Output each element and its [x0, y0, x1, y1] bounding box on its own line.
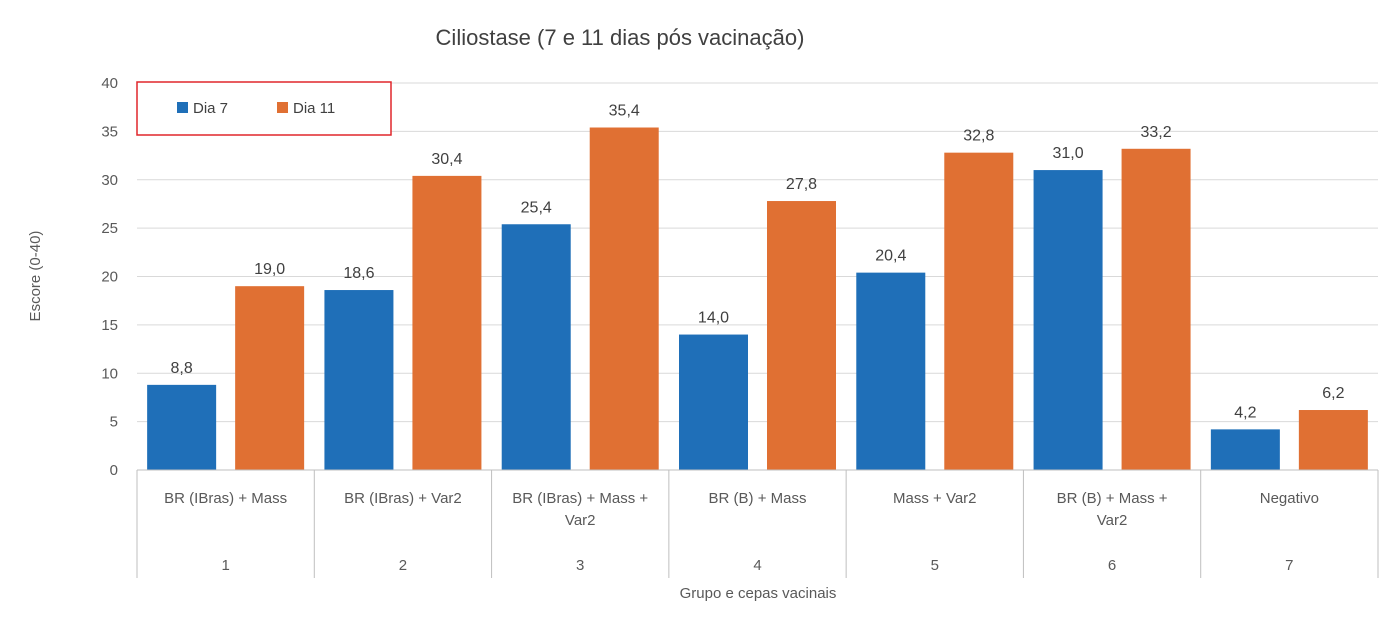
- group-number-label: 7: [1285, 557, 1293, 574]
- bar-dia-7: [679, 334, 748, 470]
- bar-dia-11: [589, 127, 659, 470]
- y-tick-label: 25: [101, 220, 118, 237]
- y-tick-label: 10: [101, 365, 118, 382]
- data-labels: 8,8 18,6 25,4 14,0 20,4 31,0 4,2 19,0 30,4 35,4 27…: [171, 103, 1345, 422]
- group-number-label: 4: [753, 557, 761, 574]
- y-tick-label: 15: [101, 317, 118, 334]
- legend: Dia 7 Dia 11: [136, 81, 392, 136]
- category-label: Var2: [1097, 512, 1128, 529]
- y-axis-title: Escore (0-40): [27, 231, 44, 322]
- group-number-label: 3: [576, 557, 584, 574]
- bar-dia-11: [944, 152, 1014, 470]
- category-label: Negativo: [1260, 490, 1319, 507]
- category-label: BR (IBras) + Mass +: [512, 490, 648, 507]
- bar-dia-11: [1121, 148, 1191, 471]
- data-label: 35,4: [609, 103, 640, 120]
- y-tick-label: 40: [101, 75, 118, 92]
- data-label: 6,2: [1322, 385, 1344, 402]
- x-axis-title: Grupo e cepas vacinais: [680, 585, 837, 602]
- data-label: 27,8: [786, 176, 817, 193]
- legend-label: Dia 7: [193, 100, 228, 117]
- y-tick-label: 20: [101, 269, 118, 286]
- data-label: 14,0: [698, 310, 729, 327]
- category-label: BR (IBras) + Mass: [164, 490, 287, 507]
- y-tick-label: 30: [101, 172, 118, 189]
- y-tick-label: 0: [110, 462, 118, 479]
- bar-dia-11: [235, 286, 305, 470]
- legend-label: Dia 11: [293, 100, 335, 117]
- y-tick-label: 5: [110, 414, 118, 431]
- data-label: 32,8: [963, 128, 994, 145]
- category-label: BR (B) + Mass +: [1057, 490, 1168, 507]
- category-label: BR (B) + Mass: [709, 490, 807, 507]
- category-label: Var2: [565, 512, 596, 529]
- data-label: 18,6: [343, 265, 374, 282]
- y-axis-ticks: 0 5 10 15 20 25 30 35 40: [101, 75, 118, 479]
- data-label: 4,2: [1234, 404, 1256, 421]
- bar-dia-7: [147, 384, 217, 470]
- bar-dia-11: [412, 175, 482, 470]
- bar-dia-7: [501, 224, 571, 470]
- chart-title: Ciliostase (7 e 11 dias pós vacinação): [436, 25, 805, 50]
- legend-box: [136, 81, 392, 136]
- category-label: BR (IBras) + Var2: [344, 490, 462, 507]
- bar-dia-7: [856, 272, 926, 470]
- y-tick-label: 35: [101, 123, 118, 140]
- data-label: 19,0: [254, 261, 285, 278]
- bar-dia-7: [324, 290, 394, 470]
- data-label: 8,8: [171, 360, 193, 377]
- category-label: Mass + Var2: [893, 490, 977, 507]
- legend-swatch: [177, 102, 188, 113]
- group-number-label: 2: [399, 557, 407, 574]
- group-number-label: 5: [931, 557, 939, 574]
- bar-dia-11: [1298, 410, 1368, 470]
- group-number-label: 1: [221, 557, 229, 574]
- bar-dia-7: [1033, 170, 1103, 470]
- group-number-label: 6: [1108, 557, 1116, 574]
- legend-swatch: [277, 102, 288, 113]
- data-label: 30,4: [431, 151, 462, 168]
- x-axis: BR (IBras) + Mass 1 BR (IBras) + Var2 2 BR (…: [136, 469, 1379, 578]
- data-label: 20,4: [875, 248, 906, 265]
- data-label: 25,4: [521, 199, 552, 216]
- bar-dia-11: [767, 201, 836, 470]
- data-label: 31,0: [1053, 145, 1084, 162]
- bar-dia-7: [1210, 429, 1280, 470]
- bars: [147, 127, 1368, 471]
- data-label: 33,2: [1141, 124, 1172, 141]
